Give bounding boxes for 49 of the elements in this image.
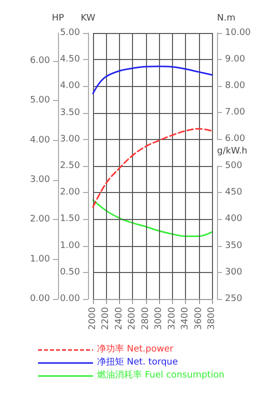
- y-tick-label: 0.50: [60, 267, 80, 278]
- x-tick-label: 2000: [88, 306, 98, 330]
- y-tick-label: 5.00: [60, 28, 80, 38]
- y2-axis-title: g/kW.h: [217, 146, 248, 156]
- y2-tick-label: 300: [225, 267, 242, 278]
- y-tick-label: 6.00: [30, 56, 50, 66]
- x-tick-label: 2800: [140, 306, 151, 330]
- line-series: [92, 128, 213, 208]
- y-tick-label: 4.00: [30, 135, 50, 146]
- y-tick-label: 2.50: [60, 161, 80, 171]
- line-series: [92, 199, 213, 237]
- y-tick-label: 0.00: [60, 294, 80, 304]
- text: 净功率 Net.power: [97, 344, 174, 354]
- y2-tick-label: 9.00: [225, 54, 246, 64]
- y2-tick-label: 400: [225, 214, 242, 224]
- y-tick-label: 4.50: [60, 54, 80, 65]
- y-tick-label: 5.00: [30, 96, 50, 106]
- y2-tick-label: 500: [225, 161, 242, 171]
- y-tick-label: 2.00: [30, 214, 50, 225]
- x-tick-label: 3600: [194, 306, 204, 330]
- y-tick-label: 1.50: [60, 214, 80, 224]
- y2-axis-title: N.m: [217, 14, 236, 24]
- x-tick-label: 2200: [101, 306, 112, 330]
- text: 燃油消耗率 Fuel consumption: [97, 370, 224, 380]
- x-tick-label: 2400: [114, 306, 124, 330]
- x-tick-label: 3000: [154, 306, 164, 330]
- y-tick-label: 4.00: [60, 81, 80, 92]
- y-axis-title: HP: [52, 14, 65, 24]
- y2-tick-label: 350: [225, 240, 242, 251]
- x-tick-label: 3400: [180, 306, 191, 330]
- y-tick-label: 2.00: [60, 188, 80, 198]
- y2-tick-label: 450: [225, 188, 242, 198]
- y-tick-label: 3.00: [60, 134, 80, 144]
- y-axis-title: KW: [80, 14, 96, 24]
- y-tick-label: 3.50: [60, 108, 80, 118]
- y2-tick-label: 10.00: [225, 28, 252, 38]
- y2-tick-label: 8.00: [225, 81, 246, 91]
- y2-tick-label: 7.00: [225, 108, 246, 118]
- line-series: [92, 66, 213, 94]
- y-tick-label: 3.00: [30, 174, 50, 185]
- x-tick-label: 3800: [207, 306, 217, 330]
- x-tick-label: 3200: [167, 306, 178, 330]
- y-tick-label: 1.00: [60, 240, 80, 251]
- y2-tick-label: 6.00: [225, 134, 246, 144]
- text: 净扭矩 Net. torque: [97, 356, 178, 368]
- y-tick-label: 1.00: [30, 254, 50, 264]
- y-tick-label: 0.00: [30, 294, 50, 304]
- x-tick-label: 2600: [128, 306, 138, 330]
- y2-tick-label: 250: [225, 294, 242, 304]
